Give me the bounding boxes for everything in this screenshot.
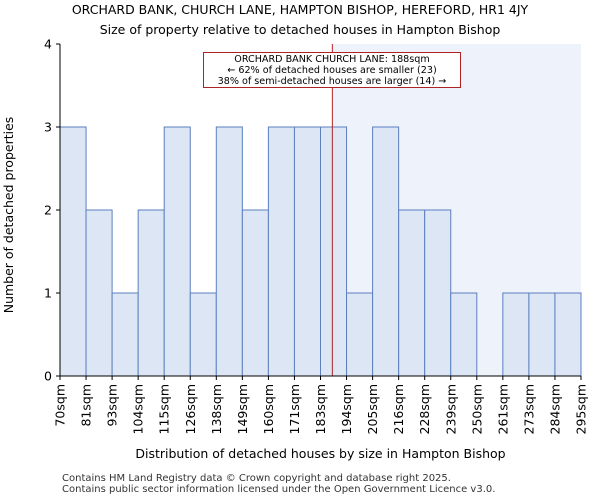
x-axis-label: Distribution of detached houses by size … <box>135 446 505 461</box>
x-tick-label: 261sqm <box>495 384 510 434</box>
x-tick-label: 216sqm <box>391 384 406 434</box>
x-tick-label: 138sqm <box>209 384 224 434</box>
bar-216sqm <box>398 209 426 377</box>
x-tick-label: 126sqm <box>183 384 198 434</box>
x-tick-label: 273sqm <box>521 384 536 434</box>
x-tick-label: 160sqm <box>261 384 276 434</box>
chart-title-address: ORCHARD BANK, CHURCH LANE, HAMPTON BISHO… <box>71 2 529 17</box>
footer-copyright: Contains HM Land Registry data © Crown c… <box>62 473 451 484</box>
bar-115sqm <box>163 126 191 377</box>
bar-273sqm <box>528 292 556 377</box>
footer-licence: Contains public sector information licen… <box>62 484 496 495</box>
x-tick-label: 284sqm <box>547 384 562 434</box>
x-tick-label: 228sqm <box>417 384 432 434</box>
bar-93sqm <box>111 292 139 377</box>
y-tick-label: 0 <box>44 369 52 384</box>
annotation-line-larger: 38% of semi-detached houses are larger (… <box>217 76 447 87</box>
y-tick-label: 3 <box>44 120 52 135</box>
bars-group <box>59 126 582 377</box>
x-tick-label: 93sqm <box>105 384 120 427</box>
chart-title: Size of property relative to detached ho… <box>99 22 501 37</box>
y-tick-label: 1 <box>44 286 52 301</box>
bar-205sqm <box>372 126 400 377</box>
bar-104sqm <box>137 209 165 377</box>
bar-171sqm <box>293 126 322 377</box>
bar-194sqm <box>346 292 374 377</box>
x-tick-label: 70sqm <box>53 384 68 427</box>
bar-239sqm <box>450 292 478 377</box>
property-annotation-box: ORCHARD BANK CHURCH LANE: 188sqm ← 62% o… <box>203 52 461 88</box>
bar-183sqm <box>320 126 348 377</box>
bar-261sqm <box>502 292 530 377</box>
x-tick-label: 205sqm <box>365 384 380 434</box>
y-tick-label: 2 <box>44 203 52 218</box>
x-tick-label: 194sqm <box>339 384 354 434</box>
bar-81sqm <box>85 209 113 377</box>
x-tick-label: 250sqm <box>469 384 484 434</box>
bar-228sqm <box>424 209 452 377</box>
y-axis-label: Number of detached properties <box>1 117 16 314</box>
y-tick-labels: 0 1 2 3 4 <box>44 37 60 384</box>
x-tick-labels: 70sqm 81sqm 93sqm 104sqm 115sqm 126sqm 138sqm 1… <box>53 376 589 434</box>
x-tick-label: 239sqm <box>443 384 458 434</box>
annotation-line-property: ORCHARD BANK CHURCH LANE: 188sqm <box>234 54 430 65</box>
x-tick-label: 171sqm <box>287 384 302 434</box>
x-tick-label: 81sqm <box>79 384 94 427</box>
bar-138sqm <box>215 126 243 377</box>
bar-284sqm <box>554 292 582 377</box>
annotation-line-smaller: ← 62% of detached houses are smaller (23… <box>227 65 437 76</box>
bar-126sqm <box>189 292 217 377</box>
x-tick-label: 295sqm <box>574 384 589 434</box>
bar-160sqm <box>267 126 295 377</box>
x-tick-label: 115sqm <box>157 384 172 434</box>
bar-149sqm <box>241 209 269 377</box>
x-tick-label: 183sqm <box>313 384 328 434</box>
y-tick-label: 4 <box>44 37 52 52</box>
x-tick-label: 149sqm <box>235 384 250 434</box>
bar-70sqm <box>59 126 87 377</box>
x-tick-label: 104sqm <box>131 384 146 434</box>
